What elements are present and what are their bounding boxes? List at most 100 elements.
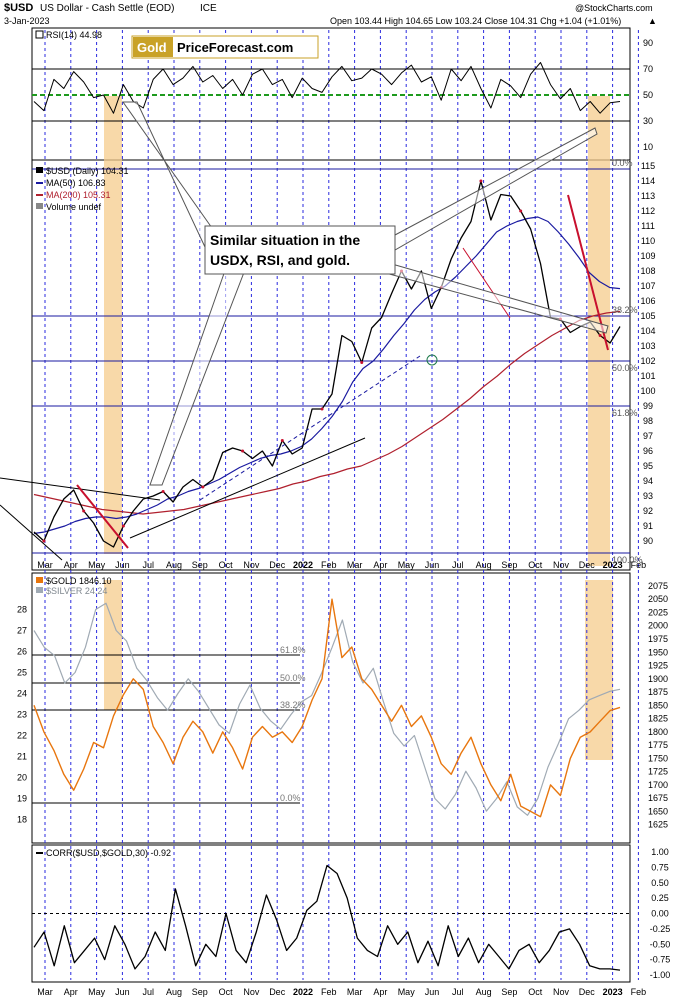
gold-fib-label: 38.2% [280, 700, 306, 710]
callout-pointer [381, 261, 609, 334]
axis-ticks: Mar Apr May Jun Jul Aug Sep Oct Nov Dec 2022 Feb Mar… [17, 38, 670, 997]
month-label-top: Jun [425, 560, 440, 570]
month-label-top: Sep [192, 560, 208, 570]
support-circle-icon [426, 354, 438, 366]
month-label-bottom: Nov [243, 987, 260, 997]
gold-fib-label: 61.8% [280, 645, 306, 655]
usd-down-bar-mark [479, 179, 483, 183]
month-label-top: Sep [501, 560, 517, 570]
usd-legend-label: $USD (Daily) 104.31 [46, 166, 129, 176]
instrument-name: US Dollar - Cash Settle (EOD) [40, 3, 174, 14]
trend-line-dashed [199, 355, 421, 501]
gold-price-forecast-logo: Gold PriceForecast.com [131, 35, 319, 59]
gold-line [33, 598, 621, 818]
fib-level-label: 38.2% [612, 305, 638, 315]
rsi-tick-label: 10 [643, 142, 653, 152]
highlight-band-2021-gold [104, 580, 122, 710]
usd-tick-label: 107 [640, 281, 655, 291]
logo-site-text: PriceForecast.com [177, 40, 293, 55]
corr-tick-label: -0.25 [650, 924, 671, 934]
month-label-bottom: Oct [219, 987, 234, 997]
symbol-label: $USD [4, 2, 33, 14]
rsi-tick-label: 50 [643, 90, 653, 100]
month-label-top: Dec [269, 560, 286, 570]
volume-legend-swatch [36, 203, 43, 209]
chart-header: $USD US Dollar - Cash Settle (EOD) ICE @… [4, 2, 657, 26]
usd-tick-label: 102 [640, 356, 655, 366]
gold-tick-label: 1950 [648, 647, 668, 657]
exchange-label: ICE [200, 3, 217, 14]
usd-tick-label: 105 [640, 311, 655, 321]
rsi-tick-label: 90 [643, 38, 653, 48]
month-label-top: Nov [553, 560, 570, 570]
silver-tick-label: 21 [17, 752, 27, 762]
silver-tick-label: 23 [17, 710, 27, 720]
usd-down-bar-mark [320, 407, 324, 411]
logo-gold-text: Gold [137, 40, 167, 55]
ma50-line [33, 216, 621, 535]
silver-tick-label: 26 [17, 647, 27, 657]
usd-down-bar-mark [519, 209, 523, 213]
usd-rsi-panel-frame [31, 27, 631, 571]
usd-tick-label: 103 [640, 341, 655, 351]
month-label-top: Feb [321, 560, 337, 570]
callout-pointer [149, 261, 249, 486]
usd-legend: $USD (Daily) 104.31 MA(50) 106.83 MA(200… [36, 166, 129, 212]
rsi-legend-swatch [35, 30, 44, 39]
annotation-line-2: USDX, RSI, and gold. [210, 252, 350, 268]
silver-legend-swatch [36, 587, 43, 593]
gold-tick-label: 1925 [648, 661, 668, 671]
gold-tick-label: 2000 [648, 621, 668, 631]
month-label-top: Feb [631, 560, 647, 570]
month-label-top: Apr [64, 560, 78, 570]
ma50-legend-label: MA(50) 106.83 [46, 178, 106, 188]
month-label-top: Jul [142, 560, 154, 570]
silver-tick-label: 27 [17, 626, 27, 636]
series-lines [33, 62, 621, 971]
silver-line [33, 602, 621, 816]
month-label-bottom: Apr [373, 987, 387, 997]
gold-tick-label: 1625 [648, 820, 668, 830]
usd-tick-label: 110 [641, 236, 655, 246]
usd-tick-label: 96 [643, 446, 653, 456]
month-label-bottom: Sep [501, 987, 517, 997]
volume-legend-label: Volume undef [46, 202, 102, 212]
month-label-bottom: Jun [425, 987, 440, 997]
month-label-top: 2023 [603, 560, 623, 570]
corr-tick-label: -0.50 [650, 939, 671, 949]
silver-tick-label: 25 [17, 668, 27, 678]
fib-level-label: 50.0% [612, 363, 638, 373]
silver-tick-label: 19 [17, 794, 27, 804]
month-label-bottom: Jul [142, 987, 154, 997]
usd-tick-label: 99 [643, 401, 653, 411]
month-label-bottom: Jul [452, 987, 464, 997]
usd-legend-swatch [36, 167, 43, 173]
usd-down-bar-mark [360, 361, 364, 364]
month-label-bottom: Oct [528, 987, 543, 997]
month-label-top: Aug [476, 560, 492, 570]
red-trend-line [462, 247, 511, 319]
trend-lines [0, 194, 609, 561]
gold-fib-label: 0.0% [280, 793, 301, 803]
month-label-top: May [398, 560, 416, 570]
corr-tick-label: 0.25 [651, 893, 669, 903]
month-label-top: Apr [373, 560, 387, 570]
silver-tick-label: 20 [17, 773, 27, 783]
gold-tick-label: 1750 [648, 753, 668, 763]
corr-legend-label: CORR($USD,$GOLD,30) -0.92 [46, 848, 171, 858]
silver-tick-label: 24 [17, 689, 27, 699]
usd-price-line [33, 180, 621, 548]
month-label-top: Oct [528, 560, 543, 570]
logo-gold-badge [133, 37, 173, 57]
usd-down-bar-mark [82, 509, 86, 513]
logo-box [131, 35, 319, 59]
highlight-band-2023-gold [585, 580, 613, 760]
month-label-bottom: Nov [553, 987, 570, 997]
gold-tick-label: 1975 [648, 634, 668, 644]
usd-tick-label: 94 [643, 476, 653, 486]
rsi-tick-label: 30 [643, 116, 653, 126]
chg-arrow-icon: ▲ [648, 16, 657, 26]
highlight-band-2021 [104, 96, 122, 554]
fib-level-label: 100.0% [612, 555, 643, 565]
